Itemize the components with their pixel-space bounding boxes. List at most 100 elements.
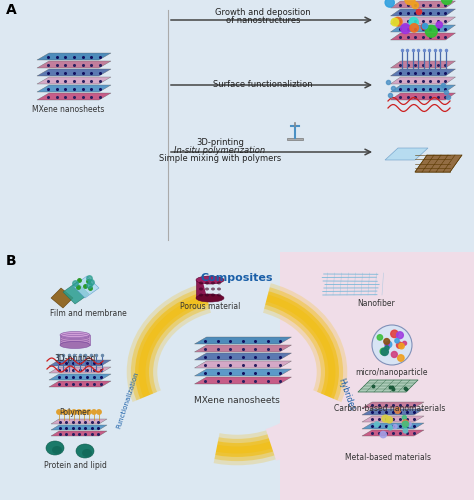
Circle shape (402, 416, 406, 420)
Circle shape (386, 416, 392, 423)
Text: Surface functionaliztion: Surface functionaliztion (213, 80, 313, 89)
Polygon shape (37, 93, 111, 100)
Text: MXene nanosheets: MXene nanosheets (32, 105, 104, 114)
Circle shape (372, 325, 412, 365)
Circle shape (388, 426, 392, 430)
Polygon shape (49, 360, 111, 366)
Circle shape (380, 348, 387, 354)
Polygon shape (37, 85, 111, 92)
Text: Film and membrane: Film and membrane (50, 309, 127, 318)
Ellipse shape (199, 282, 203, 284)
Circle shape (392, 352, 397, 358)
Circle shape (441, 0, 452, 4)
Polygon shape (194, 353, 292, 360)
Circle shape (380, 432, 386, 438)
Circle shape (385, 0, 394, 7)
Ellipse shape (196, 276, 224, 284)
Polygon shape (391, 25, 456, 32)
Polygon shape (49, 374, 111, 380)
Text: Composites: Composites (201, 273, 273, 283)
Ellipse shape (199, 294, 203, 296)
Circle shape (385, 346, 389, 350)
Circle shape (402, 421, 409, 428)
Circle shape (385, 342, 389, 347)
Circle shape (402, 420, 408, 426)
Polygon shape (362, 430, 424, 436)
Polygon shape (37, 69, 111, 76)
Ellipse shape (205, 294, 209, 296)
Circle shape (384, 338, 390, 344)
Circle shape (62, 410, 66, 414)
Circle shape (82, 410, 86, 414)
Circle shape (97, 410, 101, 414)
Ellipse shape (205, 288, 209, 290)
Polygon shape (391, 61, 456, 68)
Polygon shape (362, 409, 424, 415)
Polygon shape (194, 361, 292, 368)
Ellipse shape (60, 332, 90, 338)
Text: Metal-based materials: Metal-based materials (345, 453, 431, 462)
Polygon shape (194, 369, 292, 376)
Text: In-situ polymerization: In-situ polymerization (174, 146, 265, 155)
FancyBboxPatch shape (196, 280, 224, 298)
Text: Porous material: Porous material (180, 302, 240, 311)
Ellipse shape (60, 342, 90, 348)
Polygon shape (391, 77, 456, 84)
Circle shape (385, 342, 392, 347)
Polygon shape (73, 276, 99, 298)
Ellipse shape (211, 288, 215, 290)
Circle shape (403, 428, 408, 433)
Polygon shape (362, 402, 424, 408)
Circle shape (409, 18, 418, 26)
Circle shape (393, 424, 397, 428)
Polygon shape (194, 377, 292, 384)
Circle shape (382, 415, 389, 422)
Text: Hybrides: Hybrides (336, 376, 356, 412)
Circle shape (402, 342, 407, 345)
Polygon shape (391, 93, 456, 100)
Circle shape (422, 24, 428, 29)
Circle shape (436, 22, 442, 28)
Circle shape (395, 408, 401, 414)
Polygon shape (391, 17, 456, 24)
Polygon shape (385, 148, 428, 160)
Polygon shape (391, 33, 456, 40)
Ellipse shape (211, 282, 215, 284)
Text: Carbon-based nanomaterials: Carbon-based nanomaterials (334, 404, 446, 413)
Polygon shape (51, 425, 107, 430)
Polygon shape (391, 9, 456, 16)
Text: Functionalization: Functionalization (116, 370, 140, 430)
Text: Polymer: Polymer (60, 408, 91, 417)
Polygon shape (287, 138, 303, 140)
Text: Growth and deposition: Growth and deposition (215, 8, 311, 17)
Circle shape (426, 26, 437, 37)
Polygon shape (358, 380, 418, 392)
FancyBboxPatch shape (60, 335, 90, 345)
Text: 3D-printed: 3D-printed (55, 354, 96, 363)
Ellipse shape (199, 288, 203, 290)
Polygon shape (51, 288, 73, 308)
Circle shape (407, 422, 411, 426)
Polygon shape (194, 345, 292, 352)
Circle shape (395, 338, 399, 343)
Circle shape (391, 330, 398, 338)
Circle shape (381, 348, 388, 356)
Circle shape (421, 24, 428, 30)
Ellipse shape (196, 294, 224, 302)
FancyBboxPatch shape (280, 252, 474, 500)
Circle shape (391, 18, 399, 26)
Polygon shape (49, 381, 111, 387)
Ellipse shape (217, 288, 221, 290)
Polygon shape (362, 423, 424, 429)
Circle shape (410, 24, 419, 32)
Circle shape (374, 422, 379, 426)
Polygon shape (362, 416, 424, 422)
Circle shape (396, 342, 402, 348)
Text: B: B (6, 254, 17, 268)
Polygon shape (51, 431, 107, 436)
Circle shape (77, 410, 81, 414)
Ellipse shape (217, 282, 221, 284)
Circle shape (396, 332, 403, 338)
Circle shape (87, 410, 91, 414)
FancyBboxPatch shape (0, 0, 474, 252)
